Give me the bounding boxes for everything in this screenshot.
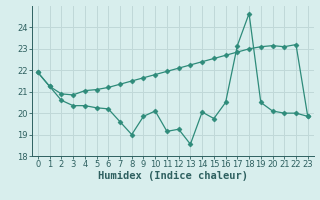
X-axis label: Humidex (Indice chaleur): Humidex (Indice chaleur): [98, 171, 248, 181]
